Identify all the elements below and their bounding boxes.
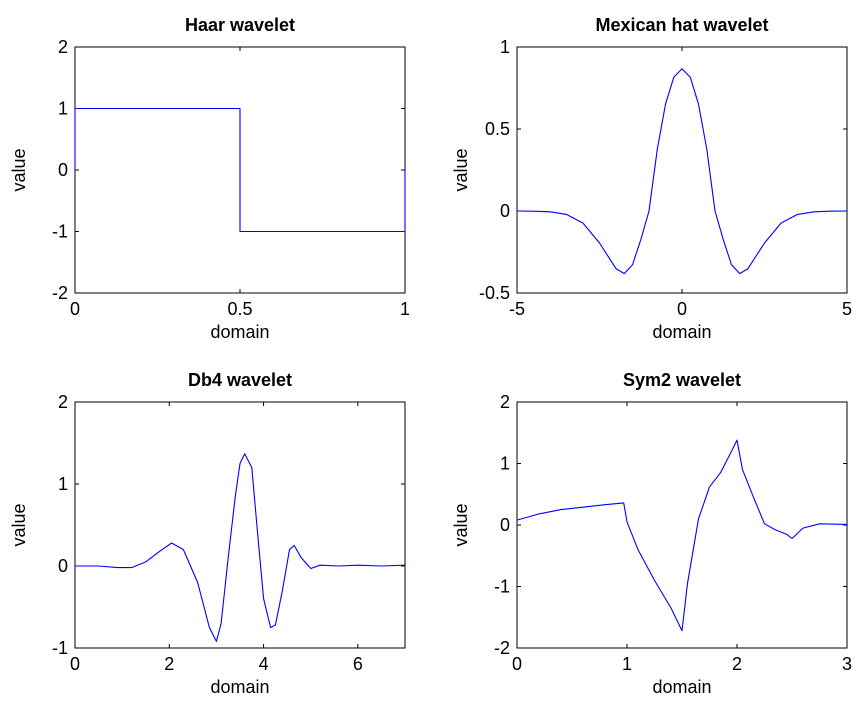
- haar-panel: 0 0.5 1 -2 -1 0 1 2 Haar wavelet domain value: [9, 15, 410, 342]
- sym2-axes-box: [516, 401, 848, 649]
- db4-ytick-label: 1: [58, 474, 68, 494]
- db4-xtick-label: 2: [164, 654, 174, 674]
- mexican-hat-ylabel: value: [451, 148, 471, 191]
- db4-xtick-label: 0: [70, 654, 80, 674]
- mexican-hat-xtick-label: 5: [842, 299, 852, 319]
- db4-xlabel: domain: [210, 677, 269, 697]
- sym2-ytick-label: -1: [494, 577, 510, 597]
- haar-ytick-label: -2: [52, 283, 68, 303]
- db4-ylabel: value: [9, 503, 29, 546]
- haar-title: Haar wavelet: [185, 15, 295, 35]
- haar-ytick-label: 2: [58, 37, 68, 57]
- haar-ylabel: value: [9, 148, 29, 191]
- db4-ytick-label: -1: [52, 638, 68, 658]
- mexican-hat-xtick-label: 0: [677, 299, 687, 319]
- db4-xtick-label: 4: [259, 654, 269, 674]
- sym2-panel: 0 1 2 3 -2 -1 0 1 2 Sym2 wavelet domain value: [451, 370, 852, 697]
- mexican-hat-ytick-label: 1: [500, 37, 510, 57]
- haar-xtick-label: 0.5: [227, 299, 252, 319]
- mexican-hat-axes-box: [516, 46, 848, 294]
- mexican-hat-panel: -5 0 5 -0.5 0 0.5 1 Mexican hat wavelet domain va…: [451, 15, 852, 342]
- sym2-ylabel: value: [451, 503, 471, 546]
- haar-xlabel: domain: [210, 322, 269, 342]
- sym2-series-line: [516, 439, 848, 632]
- sym2-title: Sym2 wavelet: [623, 370, 741, 390]
- sym2-xlabel: domain: [652, 677, 711, 697]
- sym2-xtick-label: 3: [842, 654, 852, 674]
- mexican-hat-ytick-label: -0.5: [479, 283, 510, 303]
- db4-series-line: [75, 453, 406, 642]
- haar-ytick-label: 0: [58, 160, 68, 180]
- db4-ytick-label: 0: [58, 556, 68, 576]
- sym2-ytick-label: 2: [500, 392, 510, 412]
- db4-title: Db4 wavelet: [188, 370, 292, 390]
- mexican-hat-xlabel: domain: [652, 322, 711, 342]
- sym2-ytick-label: 1: [500, 454, 510, 474]
- mexican-hat-ytick-label: 0.5: [485, 119, 510, 139]
- sym2-xtick-label: 0: [512, 654, 522, 674]
- haar-ytick-label: 1: [58, 99, 68, 119]
- sym2-xtick-label: 2: [732, 654, 742, 674]
- mexican-hat-ytick-label: 0: [500, 201, 510, 221]
- mexican-hat-title: Mexican hat wavelet: [595, 15, 768, 35]
- sym2-xtick-label: 1: [622, 654, 632, 674]
- haar-xtick-label: 0: [70, 299, 80, 319]
- db4-axes-box: [74, 401, 406, 649]
- haar-xtick-label: 1: [400, 299, 410, 319]
- mexican-hat-xtick-label: -5: [509, 299, 525, 319]
- db4-ytick-label: 2: [58, 392, 68, 412]
- mexican-hat-series-line: [516, 68, 848, 275]
- sym2-ytick-label: -2: [494, 638, 510, 658]
- db4-xtick-label: 6: [353, 654, 363, 674]
- haar-series-line: [74, 107, 406, 233]
- sym2-ytick-label: 0: [500, 515, 510, 535]
- haar-ytick-label: -1: [52, 222, 68, 242]
